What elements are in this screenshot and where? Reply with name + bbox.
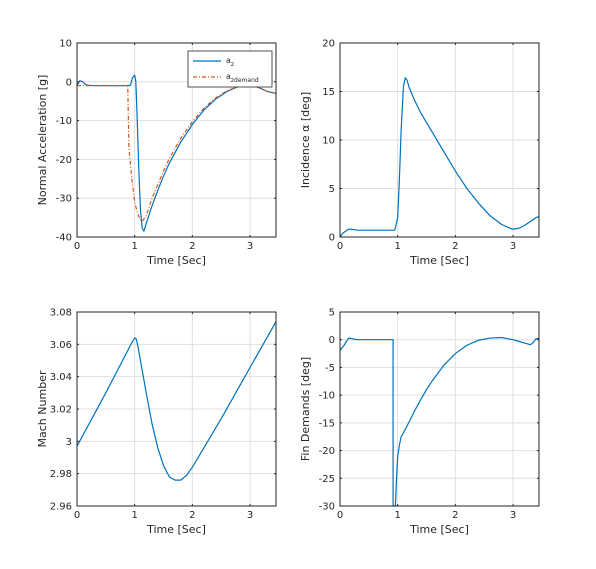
y-tick-label: -30 (56, 194, 72, 205)
y-tick-label: 3 (66, 437, 72, 448)
y-tick-label: -40 (56, 233, 72, 244)
legend-entry: az (226, 56, 234, 68)
y-tick-label: 5 (329, 308, 335, 319)
x-axis-label: Time [Sec] (146, 523, 206, 536)
x-tick-label: 3 (247, 241, 253, 252)
x-tick-label: 0 (337, 510, 343, 521)
y-tick-label: 3.02 (50, 405, 72, 416)
x-tick-label: 0 (74, 510, 80, 521)
y-tick-label: 20 (322, 39, 335, 50)
y-tick-label: -20 (319, 446, 335, 457)
y-axis-label: Incidence α [deg] (299, 92, 312, 188)
x-tick-label: 1 (131, 241, 137, 252)
y-tick-label: 2.96 (50, 502, 72, 513)
y-tick-label: 0 (329, 335, 335, 346)
y-axis-label: Mach Number (36, 370, 49, 447)
y-axis-label: Normal Acceleration [g] (36, 75, 49, 206)
y-tick-label: -5 (325, 363, 335, 374)
series-line-s0 (339, 77, 540, 238)
plot-incidence: 0 1 2 3 0 5 10 15 20 Time [Sec] Incidence α [deg] (299, 39, 540, 267)
y-tick-label: -10 (319, 391, 335, 402)
plot-fin-demands: 0 1 2 3 5 0 -5 -10 -15 -20 -25 -30 Time [Sec] Fin Dem… (299, 308, 540, 536)
legend-box (187, 50, 273, 88)
plot-normal-acceleration: 0 1 2 3 10 0 -10 -20 -30 -40 Time [Sec] Normal Acce… (36, 39, 277, 267)
x-axis-label: Time [Sec] (409, 254, 469, 267)
legend-entry: azdemand (226, 72, 259, 84)
y-tick-label: 10 (59, 39, 72, 50)
x-tick-label: 0 (337, 241, 343, 252)
x-axis-label: Time [Sec] (146, 254, 206, 267)
plot-frame (76, 42, 277, 238)
y-tick-label: 5 (329, 184, 335, 195)
x-tick-label: 0 (74, 241, 80, 252)
y-tick-label: 10 (322, 136, 335, 147)
y-tick-label: -25 (319, 474, 335, 485)
y-tick-label: -10 (56, 116, 72, 127)
y-tick-label: 3.08 (50, 308, 72, 319)
y-tick-label: 3.06 (50, 340, 72, 351)
x-axis-label: Time [Sec] (409, 523, 469, 536)
y-tick-label: -15 (319, 418, 335, 429)
y-tick-label: 0 (329, 233, 335, 244)
x-tick-label: 2 (452, 510, 458, 521)
plot-area (340, 312, 539, 506)
x-tick-label: 2 (452, 241, 458, 252)
series-line-s0 (76, 321, 277, 481)
x-tick-label: 3 (247, 510, 253, 521)
y-tick-label: 0 (66, 77, 72, 88)
plot-mach-number: 0 1 2 3 3.08 3.06 3.04 3.02 3 2.98 2.96 Time [Sec] M… (36, 308, 277, 536)
x-tick-label: 1 (394, 510, 400, 521)
x-tick-label: 2 (189, 510, 195, 521)
y-tick-label: 3.04 (50, 372, 72, 383)
legend: az azdemand (187, 50, 273, 88)
plot-frame (339, 311, 540, 507)
y-axis-label: Fin Demands [deg] (299, 357, 312, 461)
series-line-s0 (339, 336, 539, 507)
x-tick-label: 2 (189, 241, 195, 252)
x-tick-label: 3 (510, 510, 516, 521)
y-tick-label: -30 (319, 502, 335, 513)
y-tick-label: -20 (56, 155, 72, 166)
x-tick-label: 1 (131, 510, 137, 521)
y-tick-label: 15 (322, 87, 335, 98)
y-tick-label: 2.98 (50, 469, 72, 480)
x-tick-label: 3 (510, 241, 516, 252)
x-tick-label: 1 (394, 241, 400, 252)
